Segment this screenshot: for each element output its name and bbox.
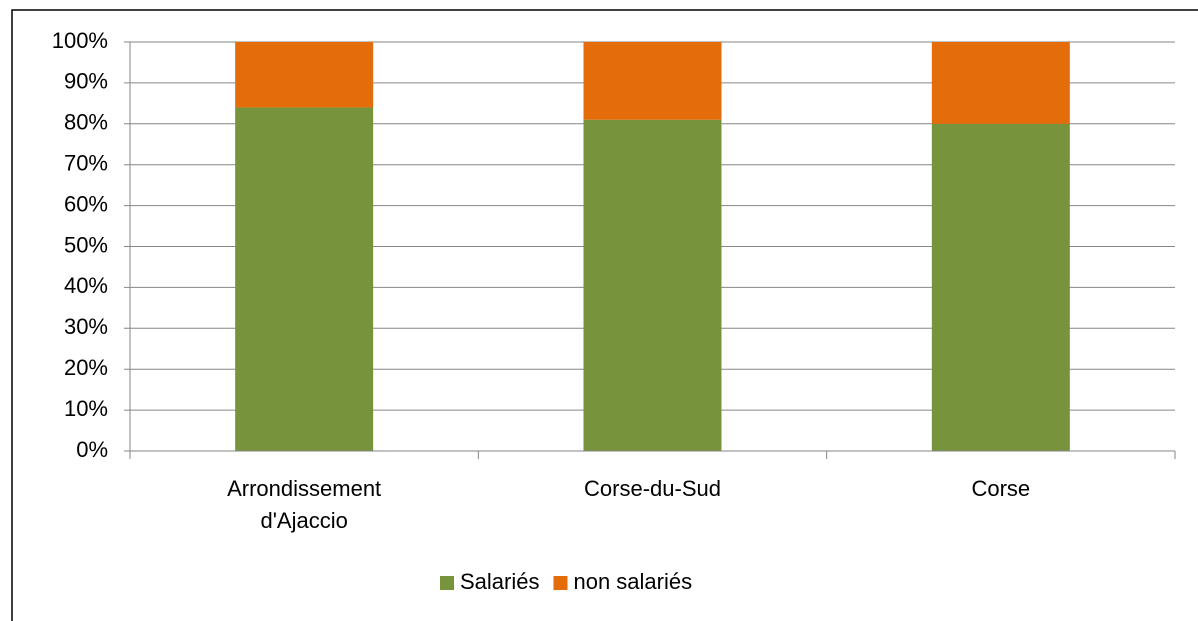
y-tick-label: 80% — [64, 110, 108, 135]
x-tick-label: Corse — [971, 476, 1031, 501]
y-tick-label: 10% — [64, 396, 108, 421]
y-tick-label: 30% — [64, 314, 108, 339]
y-tick-label: 90% — [64, 69, 108, 94]
chart-frame — [11, 9, 1198, 621]
bar-segment — [235, 42, 374, 108]
y-tick-label: 20% — [64, 355, 108, 380]
bar-segment — [931, 123, 1070, 452]
bar-segment — [583, 119, 722, 452]
legend-label: non salariés — [573, 569, 692, 594]
y-tick-label: 0% — [76, 437, 108, 462]
y-tick-label: 50% — [64, 232, 108, 257]
legend-swatch — [553, 576, 568, 590]
y-tick-label: 60% — [64, 191, 108, 216]
bar-segment — [583, 42, 722, 120]
legend-label: Salariés — [460, 569, 539, 594]
y-tick-label: 100% — [52, 28, 108, 53]
y-tick-label: 70% — [64, 151, 108, 176]
bar-segment — [931, 42, 1070, 124]
x-tick-label: Corse-du-Sud — [584, 476, 721, 501]
bar-segment — [235, 107, 374, 451]
y-tick-label: 40% — [64, 273, 108, 298]
legend-swatch — [440, 576, 454, 590]
x-tick-label: Arrondissement d'Ajaccio — [227, 476, 382, 533]
